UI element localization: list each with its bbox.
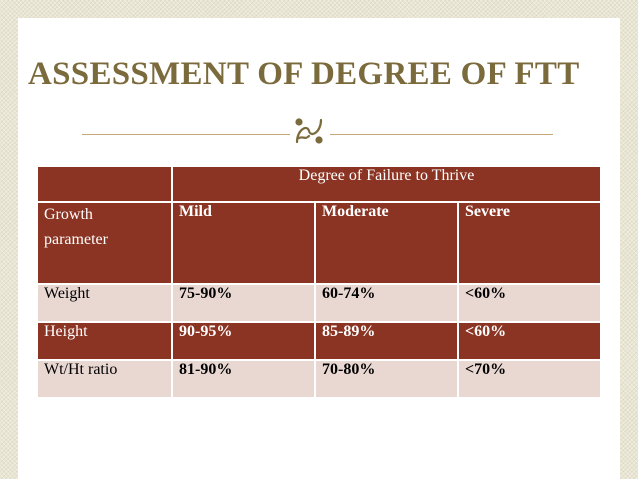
table-cell-value: <60% xyxy=(457,283,602,323)
table-cell-value: 75-90% xyxy=(171,283,316,323)
title-divider-right xyxy=(330,134,553,135)
table-cell-value: 60-74% xyxy=(314,283,459,323)
table-cell-value: 90-95% xyxy=(171,321,316,361)
table-header-title: Degree of Failure to Thrive xyxy=(171,165,602,203)
ftt-table: Degree of Failure to Thrive Growth param… xyxy=(36,165,602,399)
table-row-parameter: Growth parameter Mild Moderate Severe xyxy=(36,201,602,285)
param-label-line1: Growth xyxy=(44,206,93,223)
table-cell-row-label: Wt/Ht ratio xyxy=(36,359,173,399)
ornament-icon xyxy=(295,118,323,144)
table-cell-value: 70-80% xyxy=(314,359,459,399)
table-cell-value: <60% xyxy=(457,321,602,361)
table-cell-value: 81-90% xyxy=(171,359,316,399)
table-cell-value: <70% xyxy=(457,359,602,399)
table-cell-row-label: Weight xyxy=(36,283,173,323)
table-row: Wt/Ht ratio 81-90% 70-80% <70% xyxy=(36,359,602,399)
table-cell-value: 85-89% xyxy=(314,321,459,361)
table-cell-degree-moderate: Moderate xyxy=(314,201,459,285)
table-row: Weight 75-90% 60-74% <60% xyxy=(36,283,602,323)
param-label-line2: parameter xyxy=(44,230,108,248)
table-header-blank xyxy=(36,165,173,203)
slide-title: ASSESSMENT OF DEGREE OF FTT xyxy=(28,56,580,92)
table-cell-degree-severe: Severe xyxy=(457,201,602,285)
table-cell-param-label: Growth parameter xyxy=(36,201,173,285)
table-cell-degree-mild: Mild xyxy=(171,201,316,285)
table-header-row: Degree of Failure to Thrive xyxy=(36,165,602,203)
table-row: Height 90-95% 85-89% <60% xyxy=(36,321,602,361)
table-cell-row-label: Height xyxy=(36,321,173,361)
title-divider-left xyxy=(82,134,290,135)
